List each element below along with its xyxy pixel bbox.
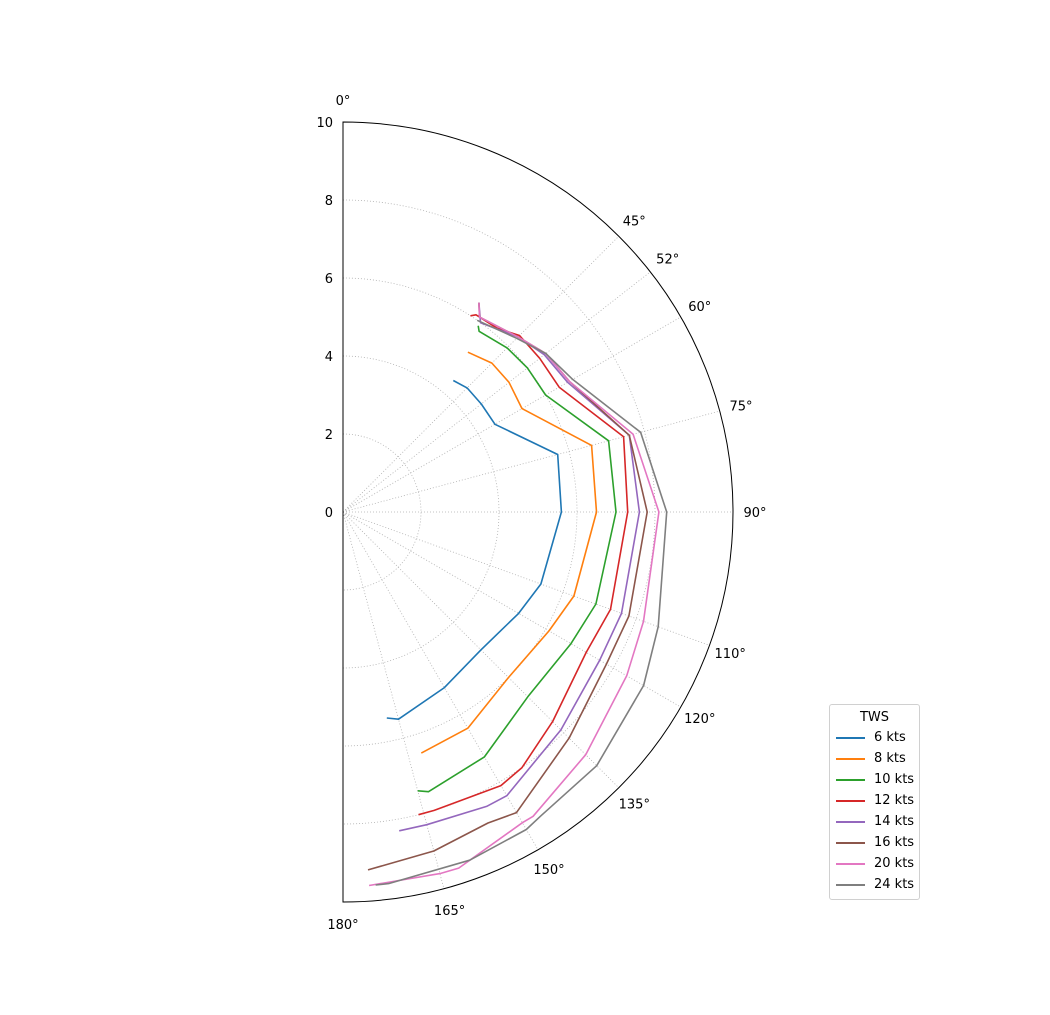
radial-tick-label: 4	[325, 350, 333, 365]
legend-label: 12 kts	[874, 793, 915, 808]
angular-tick-label: 52°	[656, 252, 679, 267]
series-line-10-kts	[417, 325, 617, 793]
radial-tick-label: 0	[325, 506, 333, 521]
radial-tick-label: 2	[325, 428, 333, 443]
angular-tick-label: 45°	[623, 215, 646, 230]
legend: TWS 6 kts 8 kts 10 kts 12 kts 14 kts 16 kts 20…	[829, 704, 920, 900]
legend-item: 12 kts	[830, 790, 919, 811]
angular-gridline-2	[342, 271, 651, 513]
legend-label: 8 kts	[874, 751, 906, 766]
angular-gridline-1	[342, 235, 620, 513]
legend-swatch	[836, 736, 865, 739]
series-lines	[367, 302, 668, 887]
legend-title: TWS	[859, 710, 890, 725]
series-line-12-kts	[418, 313, 629, 816]
legend-label: 20 kts	[874, 856, 915, 871]
angular-gridline-3	[342, 316, 681, 513]
radial-tick-labels: 0 2 4 6 8 10	[316, 116, 333, 521]
radial-tick-label: 8	[325, 194, 333, 209]
legend-item: 6 kts	[830, 727, 919, 748]
angular-tick-label: 90°	[743, 506, 766, 521]
legend-item: 8 kts	[830, 748, 919, 769]
legend-item: 24 kts	[830, 874, 919, 895]
angular-gridline-9	[342, 511, 539, 850]
series-line-8-kts	[420, 351, 598, 754]
radial-gridline-3	[342, 277, 578, 747]
angular-tick-label: 110°	[715, 647, 746, 662]
legend-swatch	[836, 883, 865, 886]
legend-swatch	[836, 820, 865, 823]
legend-item: 10 kts	[830, 769, 919, 790]
series-line-20-kts	[368, 302, 660, 887]
angular-gridline-10	[342, 511, 445, 889]
angular-tick-label: 180°	[327, 918, 358, 933]
angular-gridline-4	[342, 410, 720, 513]
angular-tick-label: 75°	[729, 399, 752, 414]
legend-swatch	[836, 799, 865, 802]
angular-tick-label: 165°	[434, 904, 465, 919]
legend-item: 14 kts	[830, 811, 919, 832]
angular-gridline-6	[342, 511, 710, 646]
legend-item: 20 kts	[830, 853, 919, 874]
radial-gridline-1	[342, 433, 422, 591]
series-line-6-kts	[386, 379, 563, 721]
legend-swatch	[836, 757, 865, 760]
radial-tick-label: 10	[316, 116, 333, 131]
legend-items: 6 kts 8 kts 10 kts 12 kts 14 kts 16 kts 20 kts…	[830, 727, 919, 895]
angular-tick-label: 150°	[533, 863, 564, 878]
angular-tick-label: 135°	[619, 797, 650, 812]
series-line-24-kts	[375, 319, 668, 886]
legend-swatch	[836, 862, 865, 865]
polar-grid	[342, 122, 733, 902]
angular-tick-label: 120°	[684, 712, 715, 727]
legend-label: 10 kts	[874, 772, 915, 787]
legend-label: 14 kts	[874, 814, 915, 829]
angular-gridline-7	[342, 511, 681, 708]
polar-frame	[342, 121, 734, 903]
legend-label: 16 kts	[874, 835, 915, 850]
angular-tick-labels: 0° 45° 52° 60° 75° 90° 110° 120° 135° 150° 165° 180…	[327, 94, 766, 933]
legend-label: 6 kts	[874, 730, 906, 745]
radial-tick-label: 6	[325, 272, 333, 287]
legend-swatch	[836, 778, 865, 781]
legend-item: 16 kts	[830, 832, 919, 853]
radial-gridline-4	[342, 199, 656, 825]
legend-label: 24 kts	[874, 877, 915, 892]
legend-swatch	[836, 841, 865, 844]
angular-tick-label: 0°	[336, 94, 351, 109]
series-line-16-kts	[367, 302, 649, 871]
angular-tick-label: 60°	[688, 300, 711, 315]
